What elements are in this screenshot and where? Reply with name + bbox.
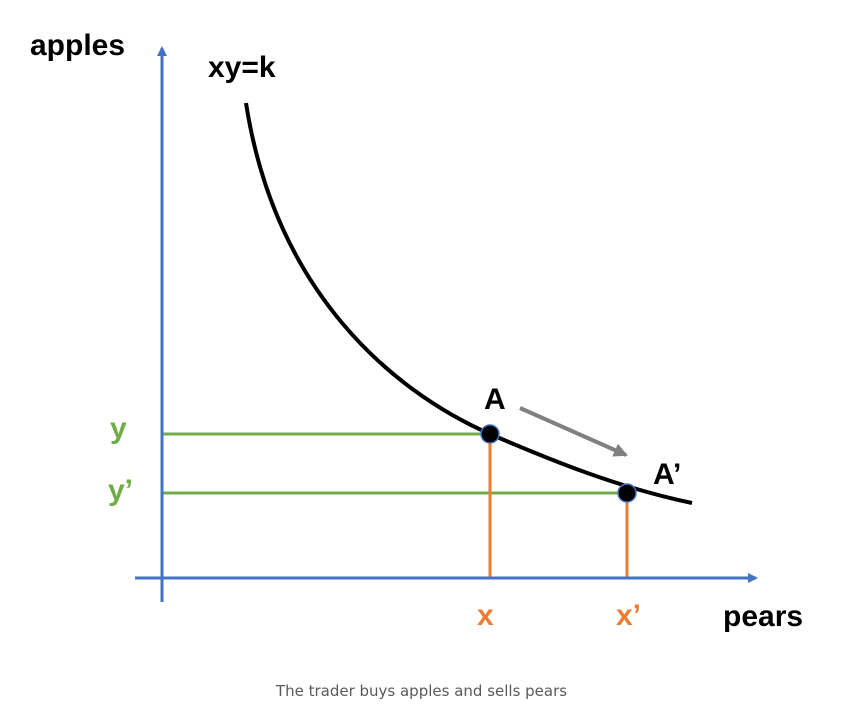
y-prime-label: y’ [108,474,133,507]
x-label: x [477,599,494,632]
movement-arrow [519,406,628,457]
x-prime-label: x’ [616,599,641,632]
y-label: y [110,412,127,445]
y-axis-label: apples [30,29,125,62]
x-axis-label: pears [723,600,803,633]
hyperbola-curve [244,102,693,505]
point-a-prime [617,483,637,503]
point-a-prime-label: A’ [653,458,681,491]
point-a-label: A [484,383,506,416]
diagram: apples xy=k A A’ y y’ x x’ pears [30,29,803,633]
point-a [480,424,500,444]
caption: The trader buys apples and sells pears [275,682,568,700]
curve-label: xy=k [208,51,276,84]
